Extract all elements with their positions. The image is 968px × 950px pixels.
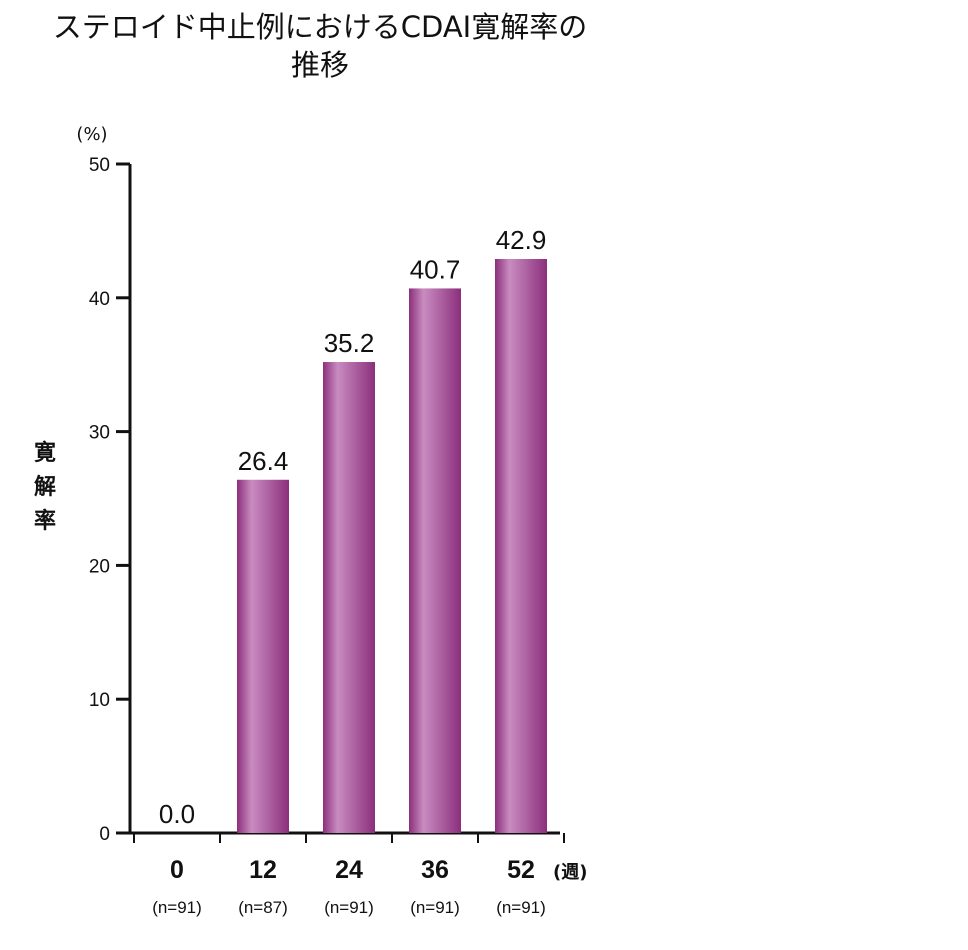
x-tick-label: 24 [335,856,363,884]
x-tick-label: 12 [249,856,277,884]
y-axis-title-char: 寛 [34,440,56,466]
bar [409,288,461,834]
sample-size-label: (n=91) [324,898,374,917]
x-tick-label: 36 [421,856,449,884]
bar-value-label: 42.9 [496,225,547,255]
x-tick-label: 52 [507,856,535,884]
axes [116,162,565,843]
y-tick-label: 20 [89,556,110,577]
y-unit-label: (%) [76,124,107,145]
x-tick-label: 0 [170,856,184,884]
y-axis-title-char: 解 [34,474,56,500]
x-unit-label: (週) [553,862,587,883]
bar [323,362,375,833]
bar-value-label: 0.0 [159,799,195,829]
sample-size-label: (n=91) [152,898,202,917]
sample-size-label: (n=87) [238,898,288,917]
sample-size-label: (n=91) [496,898,546,917]
bar-value-label: 35.2 [324,328,375,358]
bar [237,479,289,833]
y-tick-label: 50 [89,155,110,176]
y-tick-label: 0 [99,824,110,845]
y-tick-label: 30 [89,423,110,444]
y-tick-label: 40 [89,289,110,310]
sample-size-label: (n=91) [410,898,460,917]
bars [237,258,547,834]
chart-title: ステロイド中止例におけるCDAI寛解率の 推移 [0,8,640,84]
y-tick-label: 10 [89,690,110,711]
y-axis-title: 寛解率 [34,440,56,534]
bar-value-label: 26.4 [238,446,289,476]
bar [495,258,547,833]
chart-title-line1: ステロイド中止例におけるCDAI寛解率の [52,10,588,44]
chart-title-line2: 推移 [290,48,349,82]
y-axis-title-char: 率 [34,508,56,534]
bar-value-label: 40.7 [410,254,461,284]
labels: 0 10 20 30 40 50 (%) 寛解率 0.0 0 (n=91) 26.4 12 (n=87) 3… [34,124,587,917]
